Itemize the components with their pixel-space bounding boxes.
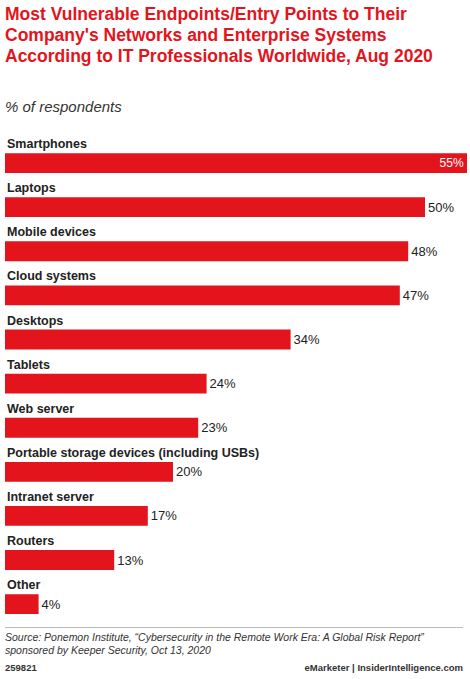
html-text:259821: 259821: [5, 662, 37, 673]
svg-text:50%: 50%: [428, 200, 454, 215]
svg-text:17%: 17%: [151, 508, 177, 523]
svg-text:48%: 48%: [411, 244, 437, 259]
svg-text:Mobile devices: Mobile devices: [7, 225, 96, 239]
html-text:Source: Ponemon Institute, “Cy: Source: Ponemon Institute, “Cybersecurit…: [5, 631, 424, 656]
svg-text:Routers: Routers: [7, 534, 54, 548]
html-text:% of respondents: % of respondents: [5, 98, 122, 115]
svg-text:Desktops: Desktops: [7, 314, 63, 328]
svg-text:4%: 4%: [42, 597, 61, 612]
html-text:eMarketer | InsiderIntelligenc: eMarketer | InsiderIntelligence.com: [304, 662, 463, 673]
svg-text:Other: Other: [7, 578, 40, 592]
svg-text:20%: 20%: [176, 464, 202, 479]
svg-text:Cloud systems: Cloud systems: [7, 269, 96, 283]
svg-text:Web server: Web server: [7, 402, 74, 416]
svg-text:Tablets: Tablets: [7, 358, 50, 372]
svg-text:Laptops: Laptops: [7, 181, 56, 195]
html-text:Most Vulnerable Endpoints/Entr: Most Vulnerable Endpoints/Entry Points t…: [5, 4, 433, 66]
svg-text:24%: 24%: [210, 376, 236, 391]
svg-text:47%: 47%: [403, 288, 429, 303]
svg-text:Intranet server: Intranet server: [7, 490, 94, 504]
svg-text:34%: 34%: [294, 332, 320, 347]
svg-text:Smartphones: Smartphones: [7, 137, 87, 151]
svg-text:13%: 13%: [117, 553, 143, 568]
svg-text:55%: 55%: [440, 156, 464, 170]
svg-text:Portable storage devices (incl: Portable storage devices (including USBs…: [7, 446, 259, 460]
svg-text:23%: 23%: [201, 420, 227, 435]
